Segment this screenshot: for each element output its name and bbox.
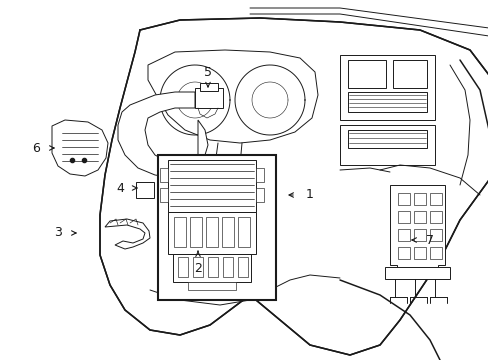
Bar — [160, 168, 168, 182]
Bar — [187, 282, 236, 290]
Bar — [413, 229, 425, 241]
Bar — [205, 217, 218, 247]
Bar — [256, 168, 264, 182]
Polygon shape — [389, 185, 444, 273]
Bar — [429, 229, 441, 241]
Bar — [384, 267, 449, 279]
Bar — [207, 257, 218, 277]
Text: 7: 7 — [425, 234, 433, 247]
Bar — [413, 193, 425, 205]
Text: 2: 2 — [194, 261, 202, 274]
Polygon shape — [105, 219, 150, 249]
Bar — [174, 217, 185, 247]
Text: 5: 5 — [203, 66, 212, 78]
Bar — [347, 130, 426, 148]
Bar — [429, 211, 441, 223]
Bar — [223, 257, 232, 277]
Polygon shape — [100, 18, 488, 355]
Bar — [158, 155, 275, 300]
Polygon shape — [148, 50, 317, 143]
Text: 3: 3 — [54, 226, 62, 239]
Text: 4: 4 — [116, 181, 123, 194]
Bar — [347, 60, 385, 88]
Text: 6: 6 — [32, 141, 40, 154]
Bar — [178, 257, 187, 277]
Bar — [200, 83, 218, 91]
Bar — [173, 254, 250, 282]
Bar — [397, 193, 409, 205]
Bar — [256, 188, 264, 202]
Bar — [193, 257, 203, 277]
Bar — [339, 125, 434, 165]
Bar — [222, 217, 234, 247]
Bar — [397, 229, 409, 241]
Bar — [238, 257, 247, 277]
Bar — [190, 217, 202, 247]
Bar — [429, 247, 441, 259]
Polygon shape — [118, 92, 207, 178]
Bar — [413, 211, 425, 223]
Bar — [413, 247, 425, 259]
Bar — [429, 193, 441, 205]
Bar — [392, 60, 426, 88]
Bar — [397, 247, 409, 259]
Text: 1: 1 — [305, 189, 313, 202]
Bar — [238, 217, 249, 247]
Polygon shape — [52, 120, 108, 176]
Bar — [136, 182, 154, 198]
Bar — [397, 211, 409, 223]
Bar — [347, 92, 426, 112]
Bar — [339, 55, 434, 120]
Bar — [168, 160, 256, 212]
Bar — [168, 212, 256, 254]
Bar — [195, 88, 223, 108]
Bar — [160, 188, 168, 202]
